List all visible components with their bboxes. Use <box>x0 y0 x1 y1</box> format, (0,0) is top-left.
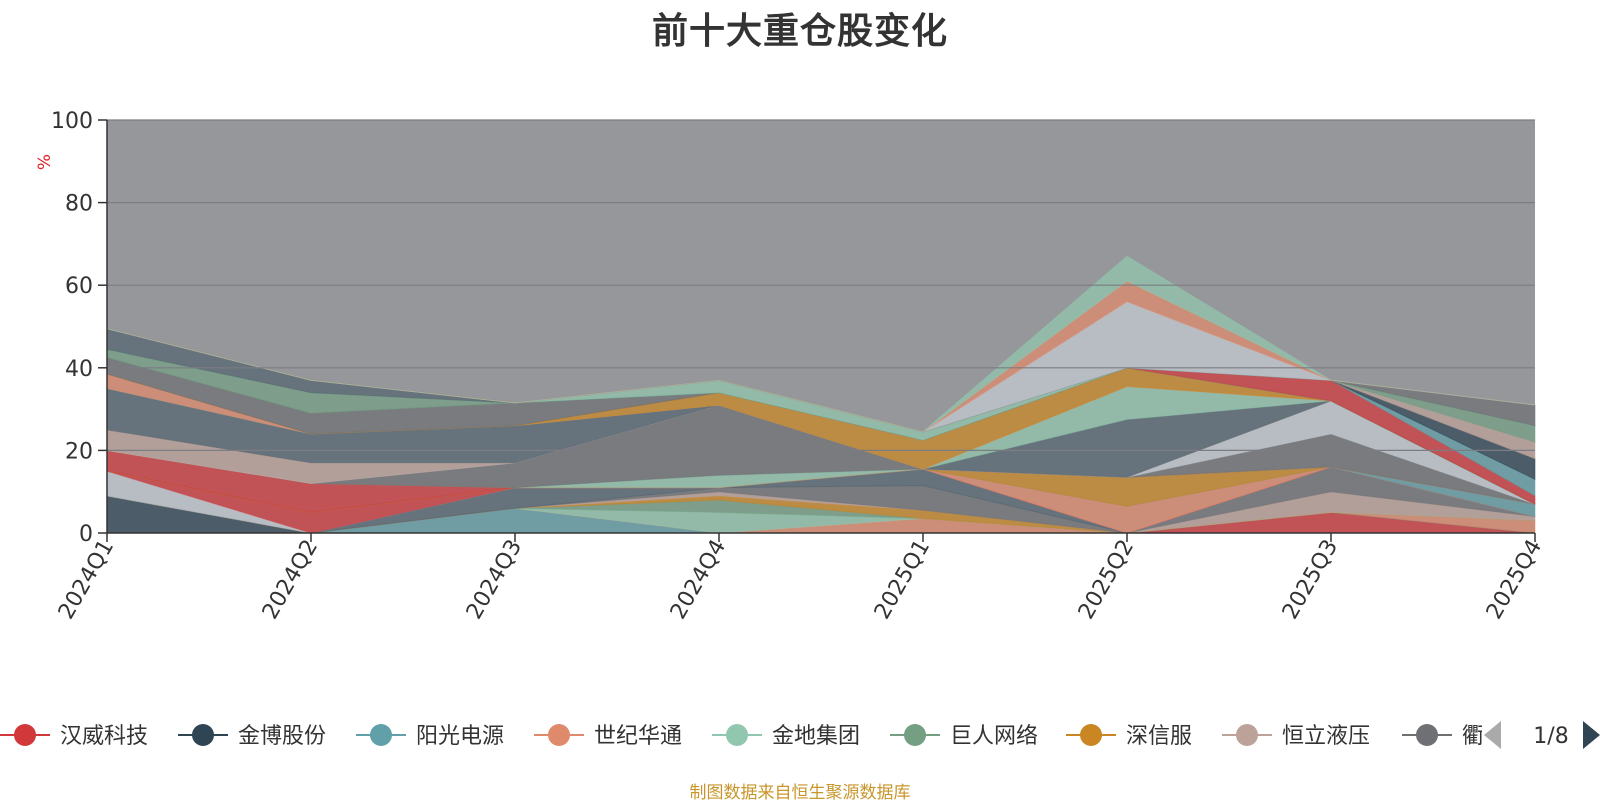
data-source-note: 制图数据来自恒生聚源数据库 <box>689 783 911 803</box>
x-tick-label: 2024Q4 <box>666 536 731 624</box>
y-tick-label: 0 <box>79 522 93 547</box>
x-tick-label: 2024Q1 <box>54 536 119 624</box>
x-tick-label: 2025Q1 <box>870 536 935 624</box>
legend-label: 汉威科技 <box>60 724 148 749</box>
legend-label: 阳光电源 <box>416 724 504 749</box>
y-tick-label: 100 <box>51 109 93 134</box>
legend-item[interactable]: 世纪华通 <box>534 724 682 749</box>
x-tick-label: 2024Q3 <box>462 536 527 624</box>
triangle-left-icon[interactable] <box>1484 721 1501 749</box>
legend-item[interactable]: 金地集团 <box>712 724 860 749</box>
legend-label: 衢 <box>1462 724 1484 749</box>
legend-pager: 1/8 <box>1484 721 1600 749</box>
legend-label: 恒立液压 <box>1282 724 1370 749</box>
y-tick-label: 80 <box>65 192 93 217</box>
x-tick-label: 2025Q4 <box>1482 536 1547 624</box>
legend-marker-icon <box>726 724 748 746</box>
y-axis-label: % <box>35 154 55 170</box>
y-tick-label: 40 <box>65 357 93 382</box>
y-tick-label: 60 <box>65 274 93 299</box>
triangle-right-icon[interactable] <box>1583 721 1600 749</box>
legend-marker-icon <box>1080 724 1102 746</box>
legend-item[interactable]: 衢 <box>1402 724 1484 749</box>
legend-label: 金博股份 <box>238 724 326 749</box>
legend-item[interactable]: 恒立液压 <box>1222 724 1370 749</box>
series-areas <box>106 255 1536 534</box>
legend-item[interactable]: 深信服 <box>1066 724 1192 749</box>
legend-marker-icon <box>548 724 570 746</box>
grid-lines <box>107 119 1535 451</box>
chart-title: 前十大重仓股变化 <box>651 11 948 52</box>
y-tick-label: 20 <box>65 439 93 464</box>
x-tick-label: 2025Q2 <box>1074 536 1139 624</box>
legend-page-indicator: 1/8 <box>1533 724 1568 749</box>
legend-item[interactable]: 汉威科技 <box>0 724 148 749</box>
legend-marker-icon <box>1236 724 1258 746</box>
legend-marker-icon <box>904 724 926 746</box>
legend-label: 金地集团 <box>772 724 860 749</box>
legend-marker-icon <box>192 724 214 746</box>
x-tick-label: 2024Q2 <box>258 536 323 624</box>
area-series-37 <box>106 255 1536 433</box>
legend-label: 深信服 <box>1126 724 1192 749</box>
legend-marker-icon <box>370 724 392 746</box>
legend-label: 世纪华通 <box>594 724 682 749</box>
legend: 汉威科技 金博股份 阳光电源 世纪华通 金地集团 巨人网络 深信服 恒立液压 衢 <box>0 724 1484 749</box>
legend-item[interactable]: 巨人网络 <box>890 724 1038 749</box>
legend-marker-icon <box>14 724 36 746</box>
legend-item[interactable]: 阳光电源 <box>356 724 504 749</box>
legend-item[interactable]: 金博股份 <box>178 724 326 749</box>
legend-marker-icon <box>1416 724 1438 746</box>
legend-label: 巨人网络 <box>950 724 1038 749</box>
x-tick-label: 2025Q3 <box>1278 536 1343 624</box>
